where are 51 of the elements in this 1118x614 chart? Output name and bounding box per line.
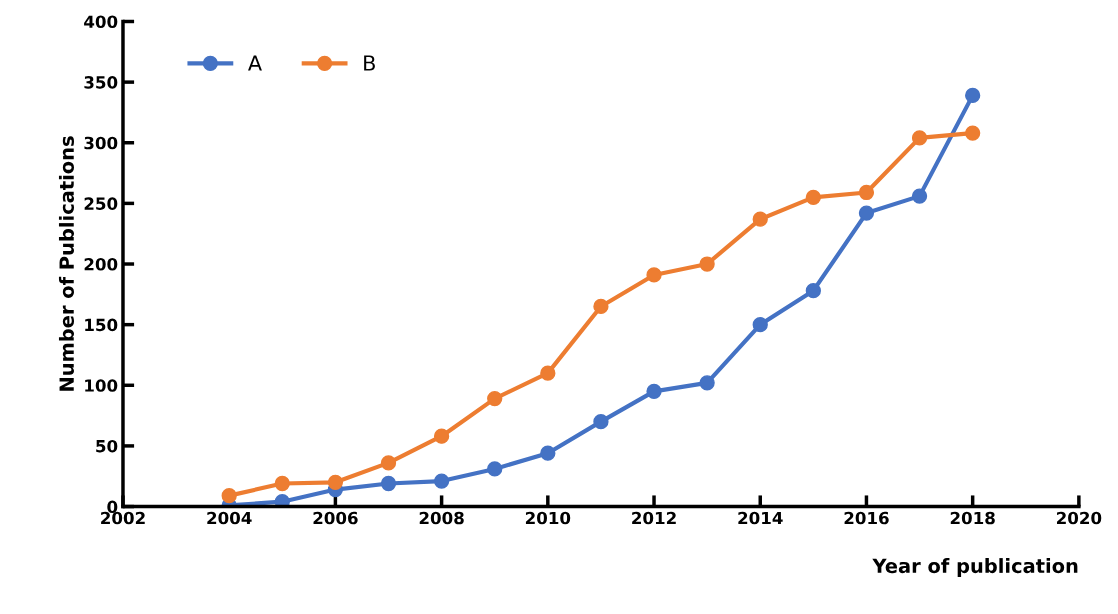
point xyxy=(858,205,875,221)
point xyxy=(593,414,609,430)
point xyxy=(699,256,715,272)
x-tick-label: 2006 xyxy=(313,511,358,525)
x-tick-label: 2008 xyxy=(419,511,464,525)
x-tick-label: 2016 xyxy=(844,511,889,525)
y-tick-label: 300 xyxy=(84,136,118,150)
point xyxy=(540,365,556,381)
x-tick-label: 2020 xyxy=(1056,511,1102,525)
point xyxy=(699,375,715,391)
x-tick-label: 2004 xyxy=(207,511,252,525)
legend-label: B xyxy=(364,55,375,71)
y-tick-label: 200 xyxy=(84,257,118,271)
x-tick-label: 2018 xyxy=(950,511,995,525)
x-tick-label: 2002 xyxy=(101,511,145,525)
point xyxy=(965,87,981,104)
point xyxy=(274,475,290,492)
point xyxy=(327,474,344,490)
legend-label: A xyxy=(248,55,262,71)
point xyxy=(433,428,450,444)
y-tick-label: 350 xyxy=(84,76,118,89)
point xyxy=(752,211,768,227)
point xyxy=(487,390,503,407)
point xyxy=(858,184,875,201)
point xyxy=(911,188,928,204)
x-tick-label: 2012 xyxy=(632,511,676,525)
point xyxy=(646,383,662,399)
point xyxy=(965,125,981,141)
y-tick-label: 100 xyxy=(85,379,118,392)
point xyxy=(487,461,503,477)
x-axis-title: Year of publication xyxy=(872,558,1078,577)
x-tick-label: 2010 xyxy=(525,511,571,525)
point xyxy=(646,267,662,283)
y-tick-label: 50 xyxy=(96,439,118,453)
y-tick-label: 400 xyxy=(84,15,118,29)
point xyxy=(805,189,821,205)
point xyxy=(911,130,928,146)
x-tick-label: 2014 xyxy=(738,511,783,525)
y-axis-title: Number of Publications xyxy=(58,136,75,391)
y-tick-label: 0 xyxy=(107,500,118,514)
point xyxy=(433,473,450,489)
point xyxy=(752,317,768,333)
y-tick-label: 250 xyxy=(84,197,118,210)
point xyxy=(380,475,397,492)
point xyxy=(221,487,237,504)
point xyxy=(274,494,290,507)
point xyxy=(593,298,609,315)
point xyxy=(380,455,397,471)
point xyxy=(540,445,556,461)
point xyxy=(805,283,821,299)
y-tick-label: 150 xyxy=(85,318,118,332)
